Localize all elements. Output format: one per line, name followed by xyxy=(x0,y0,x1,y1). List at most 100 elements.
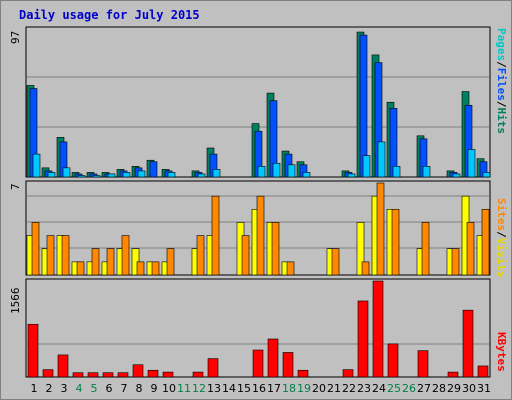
bar-kbytes-day-31 xyxy=(477,365,489,378)
x-tick-day-27: 27 xyxy=(417,382,431,395)
panel2-ymax-label: 7 xyxy=(9,183,22,190)
bar-pages-day-3 xyxy=(62,167,71,178)
legend-sep1: / xyxy=(495,61,508,68)
x-tick-day-30: 30 xyxy=(462,382,476,395)
legend-pages: Pages xyxy=(495,28,508,62)
panel1-legend: Pages/Files/Hits xyxy=(495,28,508,134)
bar-kbytes-day-30 xyxy=(462,309,474,378)
bar-sites-day-27 xyxy=(421,222,430,276)
bar-kbytes-day-3 xyxy=(57,354,69,378)
legend-hits: Hits xyxy=(495,107,508,135)
bar-visits-day-23 xyxy=(356,222,365,276)
bar-pages-day-23 xyxy=(362,155,371,178)
panel2-legend: Sites/Visits xyxy=(495,198,508,278)
bar-pages-day-5 xyxy=(92,175,101,178)
bar-sites-day-8 xyxy=(136,261,145,276)
x-tick-day-8: 8 xyxy=(136,382,143,395)
bar-sites-day-12 xyxy=(196,235,205,276)
bar-pages-day-16 xyxy=(257,166,266,178)
panel3-legend: KBytes xyxy=(495,332,508,372)
bar-pages-day-17 xyxy=(272,162,281,178)
bar-kbytes-day-29 xyxy=(447,371,459,378)
x-tick-day-16: 16 xyxy=(252,382,266,395)
bar-sites-day-29 xyxy=(451,248,460,276)
x-tick-day-4: 4 xyxy=(76,382,83,395)
bar-pages-day-29 xyxy=(452,173,461,178)
bar-pages-day-24 xyxy=(377,141,386,178)
x-tick-day-19: 19 xyxy=(297,382,311,395)
x-tick-day-10: 10 xyxy=(162,382,176,395)
bar-kbytes-day-4 xyxy=(72,372,84,378)
x-tick-day-20: 20 xyxy=(312,382,326,395)
panel1-ymax-label: 97 xyxy=(9,30,22,44)
bar-pages-day-12 xyxy=(197,173,206,178)
bar-pages-day-7 xyxy=(122,172,131,178)
bar-sites-day-30 xyxy=(466,222,475,276)
legend-visits: Visits xyxy=(495,237,508,278)
bar-kbytes-day-13 xyxy=(207,358,219,378)
bar-sites-day-10 xyxy=(166,248,175,276)
x-tick-day-17: 17 xyxy=(267,382,281,395)
bar-kbytes-day-22 xyxy=(342,369,354,378)
legend-sites: Sites xyxy=(495,198,508,232)
bar-pages-day-2 xyxy=(47,172,56,178)
bar-kbytes-day-17 xyxy=(267,338,279,378)
bar-kbytes-day-25 xyxy=(387,343,399,378)
bar-pages-day-6 xyxy=(107,173,116,178)
bar-sites-day-4 xyxy=(76,261,85,276)
bar-pages-day-19 xyxy=(302,172,311,178)
x-tick-day-18: 18 xyxy=(282,382,296,395)
bar-pages-day-4 xyxy=(77,175,86,178)
bar-kbytes-day-23 xyxy=(357,300,369,378)
bar-pages-day-30 xyxy=(467,149,476,178)
bar-kbytes-day-1 xyxy=(27,323,39,378)
x-tick-day-1: 1 xyxy=(31,382,38,395)
bar-sites-day-2 xyxy=(46,235,55,276)
legend-sep2: / xyxy=(495,100,508,108)
x-tick-day-15: 15 xyxy=(237,382,251,395)
bar-kbytes-day-6 xyxy=(102,372,114,378)
x-tick-day-13: 13 xyxy=(207,382,221,395)
bar-sites-day-24 xyxy=(376,182,385,276)
legend-sep3: / xyxy=(495,231,508,238)
bar-kbytes-day-27 xyxy=(417,350,429,378)
bar-pages-day-27 xyxy=(422,166,431,178)
panel3-ymax-label: 1566 xyxy=(9,287,22,315)
bar-sites-day-25 xyxy=(391,208,400,276)
x-tick-day-7: 7 xyxy=(121,382,128,395)
bar-sites-day-16 xyxy=(256,195,265,276)
bar-sites-day-5 xyxy=(91,248,100,276)
bar-kbytes-day-2 xyxy=(42,369,54,378)
bar-sites-day-15 xyxy=(241,235,250,276)
x-tick-day-28: 28 xyxy=(432,382,446,395)
bar-kbytes-day-9 xyxy=(147,369,159,378)
x-tick-day-12: 12 xyxy=(192,382,206,395)
bar-sites-day-7 xyxy=(121,235,130,276)
bar-files-day-9 xyxy=(149,161,158,178)
x-tick-day-3: 3 xyxy=(61,382,68,395)
legend-kbytes: KBytes xyxy=(495,332,508,372)
x-tick-day-22: 22 xyxy=(342,382,356,395)
bar-kbytes-day-16 xyxy=(252,349,264,378)
x-tick-day-9: 9 xyxy=(151,382,158,395)
bar-sites-day-9 xyxy=(151,261,160,276)
x-tick-day-6: 6 xyxy=(106,382,113,395)
bar-kbytes-day-8 xyxy=(132,364,144,378)
bar-kbytes-day-24 xyxy=(372,280,384,378)
x-tick-day-21: 21 xyxy=(327,382,341,395)
x-tick-day-23: 23 xyxy=(357,382,371,395)
legend-files: Files xyxy=(495,67,508,101)
x-tick-day-26: 26 xyxy=(402,382,416,395)
bar-kbytes-day-12 xyxy=(192,371,204,378)
bar-kbytes-day-18 xyxy=(282,352,294,378)
bar-sites-day-21 xyxy=(331,248,340,276)
bar-sites-day-6 xyxy=(106,248,115,276)
bar-pages-day-8 xyxy=(137,170,146,178)
bar-kbytes-day-7 xyxy=(117,372,129,378)
x-tick-day-24: 24 xyxy=(372,382,386,395)
bar-sites-day-13 xyxy=(211,195,220,276)
x-tick-day-29: 29 xyxy=(447,382,461,395)
x-tick-day-25: 25 xyxy=(387,382,401,395)
bar-sites-day-1 xyxy=(31,222,40,276)
